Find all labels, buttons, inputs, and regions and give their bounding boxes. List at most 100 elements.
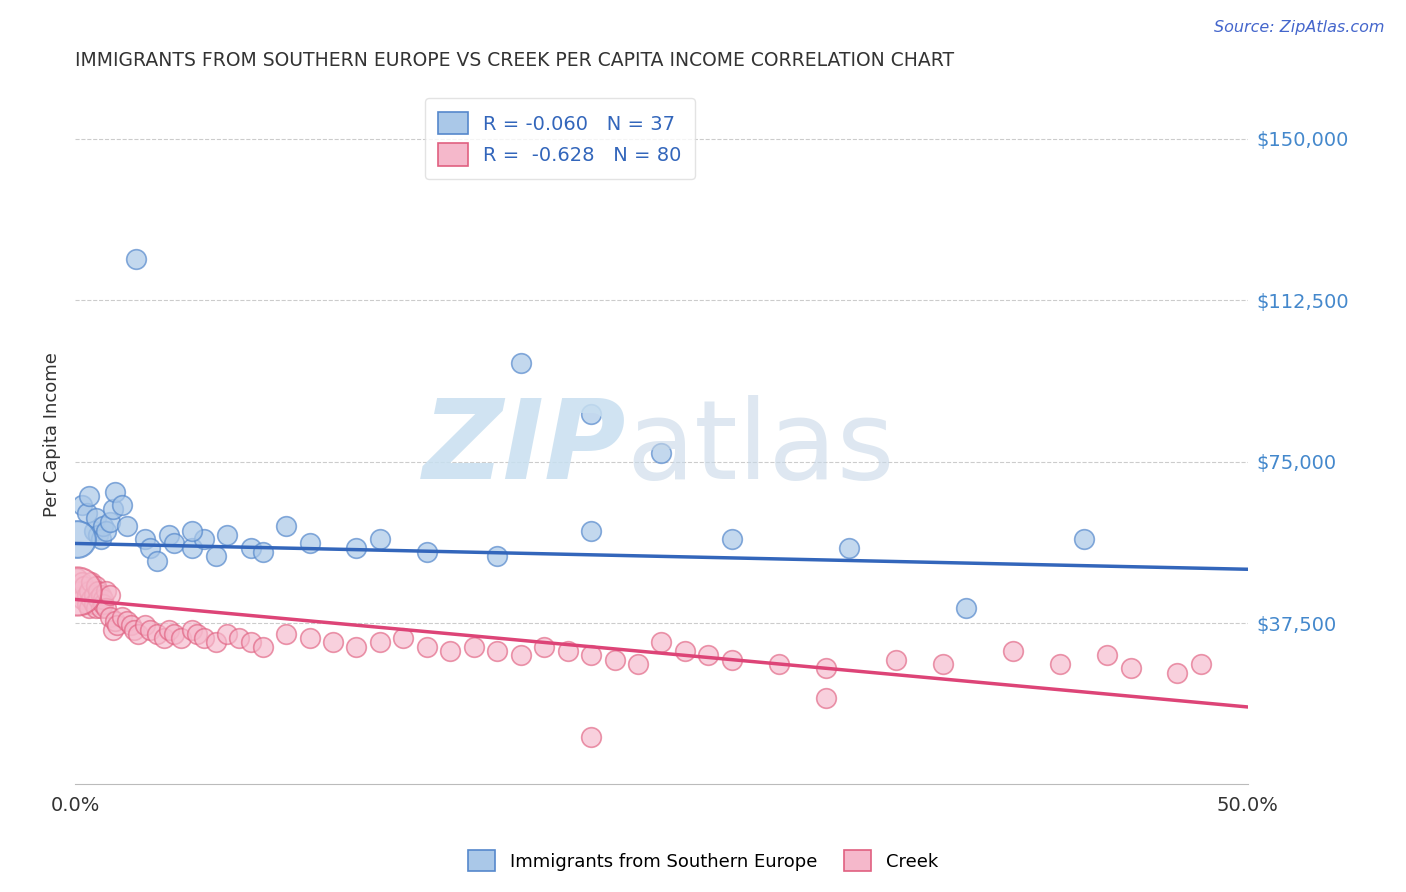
Point [111, 498, 134, 512]
Point [509, 648, 531, 663]
Point [557, 644, 579, 658]
Point [139, 541, 162, 555]
Point [486, 644, 509, 658]
Legend: Immigrants from Southern Europe, Creek: Immigrants from Southern Europe, Creek [461, 843, 945, 879]
Point [76, 588, 98, 602]
Point [77, 489, 100, 503]
Point [70, 498, 93, 512]
Point [120, 618, 142, 632]
Point [228, 631, 250, 645]
Point [463, 640, 485, 654]
Point [105, 618, 128, 632]
Point [98, 515, 121, 529]
Point [1119, 661, 1142, 675]
Point [162, 536, 184, 550]
Point [98, 588, 121, 602]
Point [90, 588, 112, 602]
Point [90, 601, 112, 615]
Point [579, 648, 602, 663]
Point [486, 549, 509, 564]
Point [720, 653, 742, 667]
Point [346, 541, 368, 555]
Point [87, 592, 110, 607]
Point [650, 635, 672, 649]
Point [94, 583, 117, 598]
Point [1166, 665, 1188, 680]
Point [239, 635, 262, 649]
Point [579, 730, 602, 744]
Point [115, 614, 138, 628]
Text: IMMIGRANTS FROM SOUTHERN EUROPE VS CREEK PER CAPITA INCOME CORRELATION CHART: IMMIGRANTS FROM SOUTHERN EUROPE VS CREEK… [75, 51, 955, 70]
Point [298, 536, 321, 550]
Point [69, 583, 91, 598]
Y-axis label: Per Capita Income: Per Capita Income [44, 352, 60, 517]
Point [84, 579, 107, 593]
Point [70, 575, 93, 590]
Point [77, 601, 100, 615]
Point [392, 631, 415, 645]
Point [153, 631, 176, 645]
Point [94, 601, 117, 615]
Point [139, 623, 162, 637]
Point [1002, 644, 1025, 658]
Point [204, 635, 226, 649]
Point [83, 588, 105, 602]
Point [146, 554, 169, 568]
Point [91, 592, 114, 607]
Point [579, 408, 602, 422]
Point [193, 532, 215, 546]
Point [80, 592, 103, 607]
Point [955, 601, 977, 615]
Text: atlas: atlas [626, 395, 894, 502]
Point [186, 627, 208, 641]
Point [127, 627, 149, 641]
Point [439, 644, 461, 658]
Point [77, 583, 100, 598]
Point [814, 661, 837, 675]
Point [115, 519, 138, 533]
Point [94, 524, 117, 538]
Point [66, 571, 89, 585]
Point [104, 614, 127, 628]
Point [533, 640, 555, 654]
Point [697, 648, 720, 663]
Point [134, 532, 156, 546]
Point [83, 597, 105, 611]
Point [368, 532, 391, 546]
Point [322, 635, 344, 649]
Point [650, 446, 672, 460]
Point [125, 252, 148, 267]
Point [276, 519, 298, 533]
Point [1189, 657, 1212, 671]
Point [134, 618, 156, 632]
Point [276, 627, 298, 641]
Point [193, 631, 215, 645]
Point [70, 592, 93, 607]
Point [217, 528, 239, 542]
Text: ZIP: ZIP [423, 395, 626, 502]
Point [73, 579, 96, 593]
Point [884, 653, 907, 667]
Point [111, 609, 134, 624]
Point [204, 549, 226, 564]
Legend: R = -0.060   N = 37, R =  -0.628   N = 80: R = -0.060 N = 37, R = -0.628 N = 80 [425, 98, 695, 179]
Point [104, 484, 127, 499]
Point [146, 627, 169, 641]
Text: Source: ZipAtlas.com: Source: ZipAtlas.com [1215, 20, 1385, 35]
Point [181, 524, 204, 538]
Point [416, 640, 439, 654]
Point [87, 528, 110, 542]
Point [252, 640, 274, 654]
Point [76, 597, 98, 611]
Point [768, 657, 790, 671]
Point [1073, 532, 1095, 546]
Point [84, 510, 107, 524]
Point [181, 541, 204, 555]
Point [720, 532, 742, 546]
Point [814, 691, 837, 706]
Point [98, 609, 121, 624]
Point [91, 597, 114, 611]
Point [157, 623, 180, 637]
Point [252, 545, 274, 559]
Point [932, 657, 955, 671]
